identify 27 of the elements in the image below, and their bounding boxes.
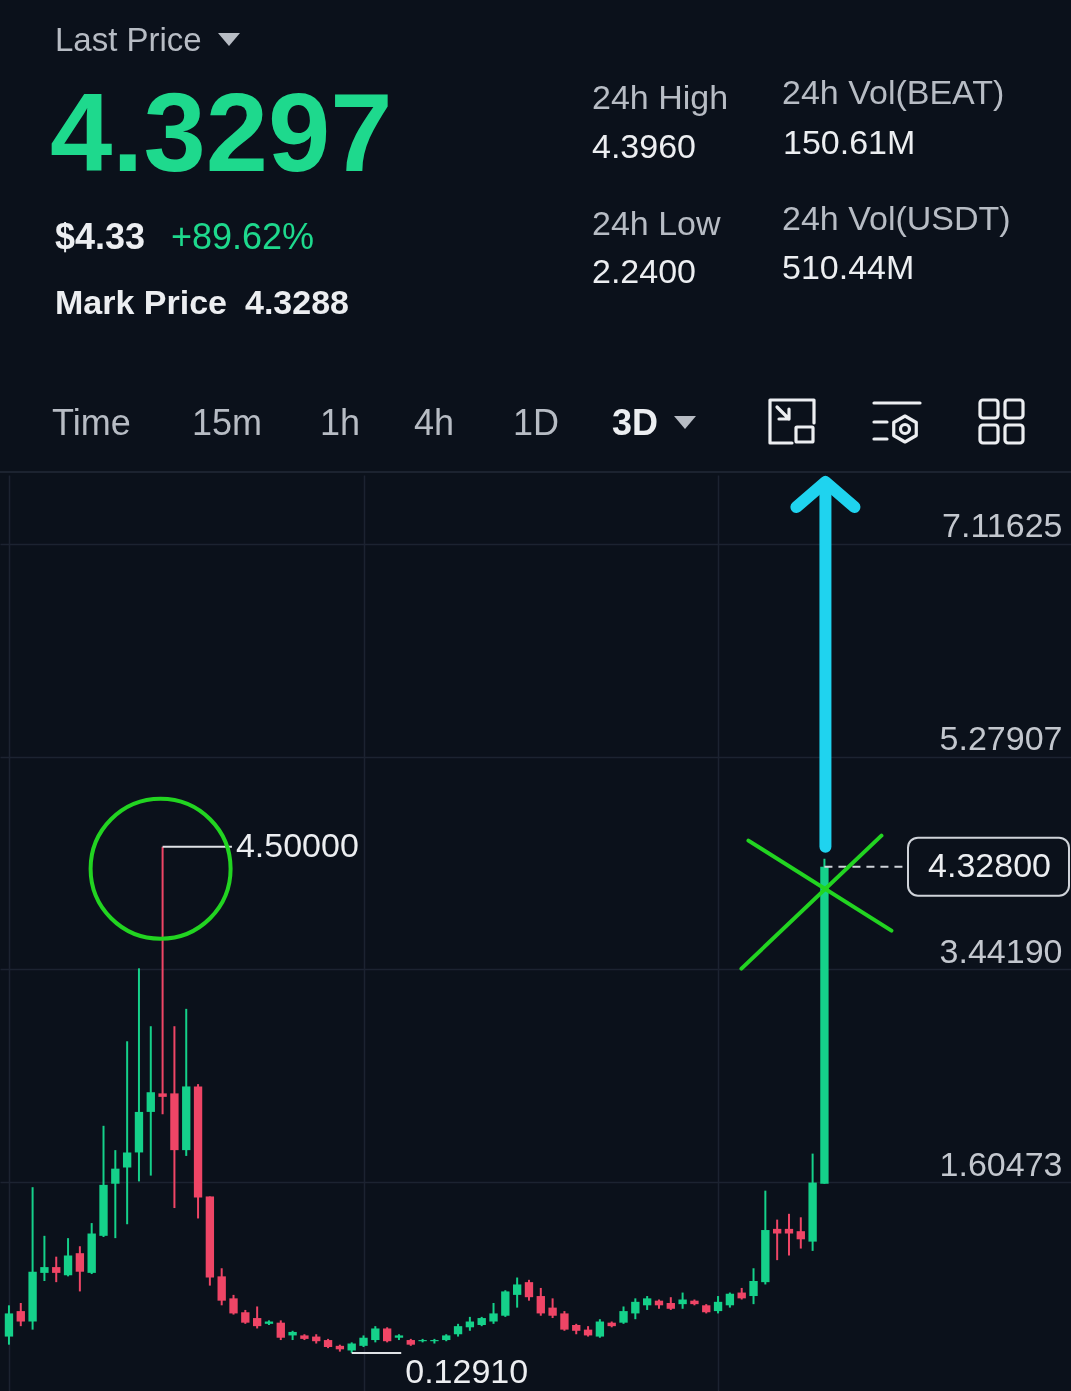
y-tick-label: 1.60473 [939,1144,1063,1183]
y-tick-label: 7.11625 [942,506,1063,545]
text: 24h Vol(USDT) [782,199,1011,239]
y-tick-label: 3.44190 [939,931,1063,970]
text: +89.62% [171,216,315,258]
text: 1D [513,402,560,444]
text: Time [52,402,131,444]
annotation: 0.12910 [405,1351,529,1390]
text: 4.3960 [592,127,696,167]
text: 15m [192,402,263,444]
text: 4.3297 [50,68,393,197]
annotation: 4.50000 [235,825,359,864]
text: 24h Vol(BEAT) [782,73,1005,113]
text: 510.44M [782,248,915,288]
text: 2.2400 [592,252,696,292]
ref-line-label: 4.32800 [928,845,1051,884]
text: 4.3288 [245,283,349,323]
text: 3D [612,402,659,444]
text: 150.61M [783,123,916,163]
y-tick-label: 5.27907 [939,719,1063,758]
text: $4.33 [55,216,146,258]
text: 24h Low [592,204,721,244]
text: 1h [320,402,361,444]
text: 4h [414,402,455,444]
text: Last Price [55,21,202,59]
text: 24h High [592,78,729,118]
text: Mark Price [55,283,227,323]
